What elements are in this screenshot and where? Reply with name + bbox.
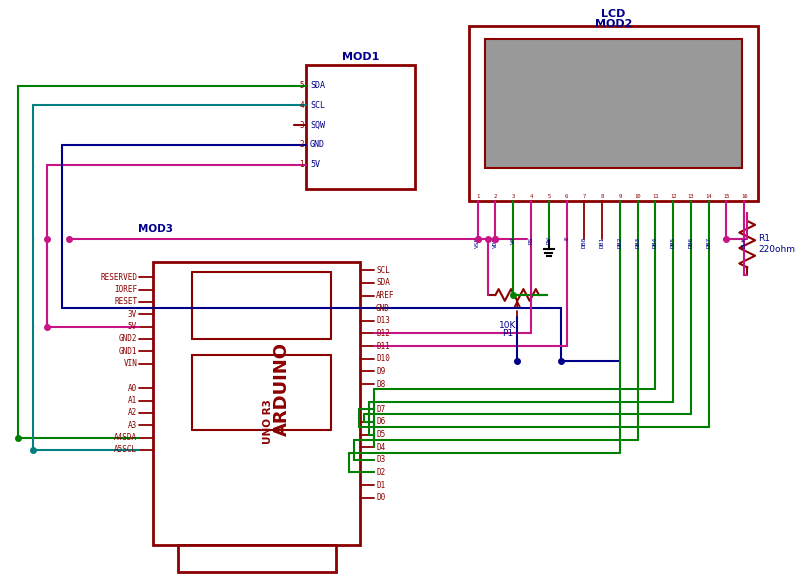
Text: D8: D8 xyxy=(376,380,386,389)
Text: SDA: SDA xyxy=(376,278,390,288)
Text: D0: D0 xyxy=(376,493,386,502)
Text: A2: A2 xyxy=(128,409,137,417)
Text: LCD: LCD xyxy=(602,9,626,19)
Text: V0: V0 xyxy=(510,237,516,244)
Text: 1: 1 xyxy=(476,194,479,199)
Text: MOD1: MOD1 xyxy=(342,52,379,62)
Text: 6: 6 xyxy=(565,194,568,199)
Text: 2: 2 xyxy=(494,194,497,199)
Bar xyxy=(306,65,414,190)
Text: A5SCL: A5SCL xyxy=(114,446,137,454)
Text: MOD2: MOD2 xyxy=(594,19,632,29)
Text: SQW: SQW xyxy=(310,121,325,130)
Text: D12: D12 xyxy=(376,329,390,338)
Bar xyxy=(469,25,758,201)
Text: D2: D2 xyxy=(376,468,386,477)
Text: 3: 3 xyxy=(299,121,304,130)
Text: 9: 9 xyxy=(618,194,622,199)
Text: D11: D11 xyxy=(376,342,390,350)
Text: 12: 12 xyxy=(670,194,677,199)
Text: VIN: VIN xyxy=(123,359,137,368)
Text: A1: A1 xyxy=(128,396,137,405)
Text: R1
220ohm: R1 220ohm xyxy=(758,234,795,254)
Text: 11: 11 xyxy=(652,194,658,199)
Text: GND: GND xyxy=(310,140,325,150)
Text: P1: P1 xyxy=(502,329,513,338)
Text: DB0: DB0 xyxy=(582,237,587,248)
Text: DB3: DB3 xyxy=(635,237,640,248)
Text: 7: 7 xyxy=(582,194,586,199)
Text: ARDUINO: ARDUINO xyxy=(273,342,290,436)
Text: D7: D7 xyxy=(376,405,386,414)
Text: E: E xyxy=(564,237,569,241)
Text: GND1: GND1 xyxy=(118,347,137,356)
Text: A3: A3 xyxy=(128,421,137,430)
Text: 3V: 3V xyxy=(128,310,137,319)
Text: A: A xyxy=(724,237,729,241)
Text: 8: 8 xyxy=(601,194,604,199)
Text: A4SDA: A4SDA xyxy=(114,433,137,442)
Text: D4: D4 xyxy=(376,443,386,451)
Text: D9: D9 xyxy=(376,367,386,376)
Text: BLK: BLK xyxy=(742,237,746,248)
Text: VDD: VDD xyxy=(493,237,498,248)
Text: A0: A0 xyxy=(128,384,137,393)
Text: MOD3: MOD3 xyxy=(138,224,173,234)
Text: 1: 1 xyxy=(299,160,304,169)
Text: D3: D3 xyxy=(376,456,386,464)
Text: RESERVED: RESERVED xyxy=(100,273,137,282)
Text: DB7: DB7 xyxy=(706,237,711,248)
Text: DB4: DB4 xyxy=(653,237,658,248)
Text: SCL: SCL xyxy=(376,266,390,275)
Text: D13: D13 xyxy=(376,316,390,325)
Bar xyxy=(485,39,742,168)
Text: DB5: DB5 xyxy=(670,237,676,248)
Text: 13: 13 xyxy=(688,194,694,199)
Text: SDA: SDA xyxy=(310,81,325,90)
Text: GND: GND xyxy=(376,303,390,313)
Text: RW: RW xyxy=(546,237,551,244)
Text: 14: 14 xyxy=(706,194,712,199)
Text: DB1: DB1 xyxy=(600,237,605,248)
Text: RESET: RESET xyxy=(114,298,137,306)
Text: 5V: 5V xyxy=(310,160,320,169)
Bar xyxy=(153,262,360,545)
Text: VSS: VSS xyxy=(475,237,480,248)
Text: RS: RS xyxy=(529,237,534,244)
Text: 5V: 5V xyxy=(128,322,137,331)
Text: 3: 3 xyxy=(512,194,515,199)
Text: D10: D10 xyxy=(376,354,390,363)
Text: DB2: DB2 xyxy=(618,237,622,248)
Text: D6: D6 xyxy=(376,417,386,426)
Text: 4: 4 xyxy=(530,194,533,199)
Text: D1: D1 xyxy=(376,481,386,490)
Text: 10: 10 xyxy=(634,194,641,199)
Text: GND2: GND2 xyxy=(118,335,137,343)
Text: SCL: SCL xyxy=(310,101,325,110)
Text: D5: D5 xyxy=(376,430,386,439)
Text: UNO R3: UNO R3 xyxy=(262,399,273,444)
Text: 2: 2 xyxy=(299,140,304,150)
Text: IOREF: IOREF xyxy=(114,285,137,294)
Text: 5: 5 xyxy=(547,194,550,199)
Text: AREF: AREF xyxy=(376,291,394,300)
Text: 10K: 10K xyxy=(498,321,516,330)
Text: 16: 16 xyxy=(741,194,747,199)
Bar xyxy=(178,545,335,572)
Text: DB6: DB6 xyxy=(689,237,694,248)
Text: 4: 4 xyxy=(299,101,304,110)
Text: 15: 15 xyxy=(723,194,730,199)
Text: 5: 5 xyxy=(299,81,304,90)
